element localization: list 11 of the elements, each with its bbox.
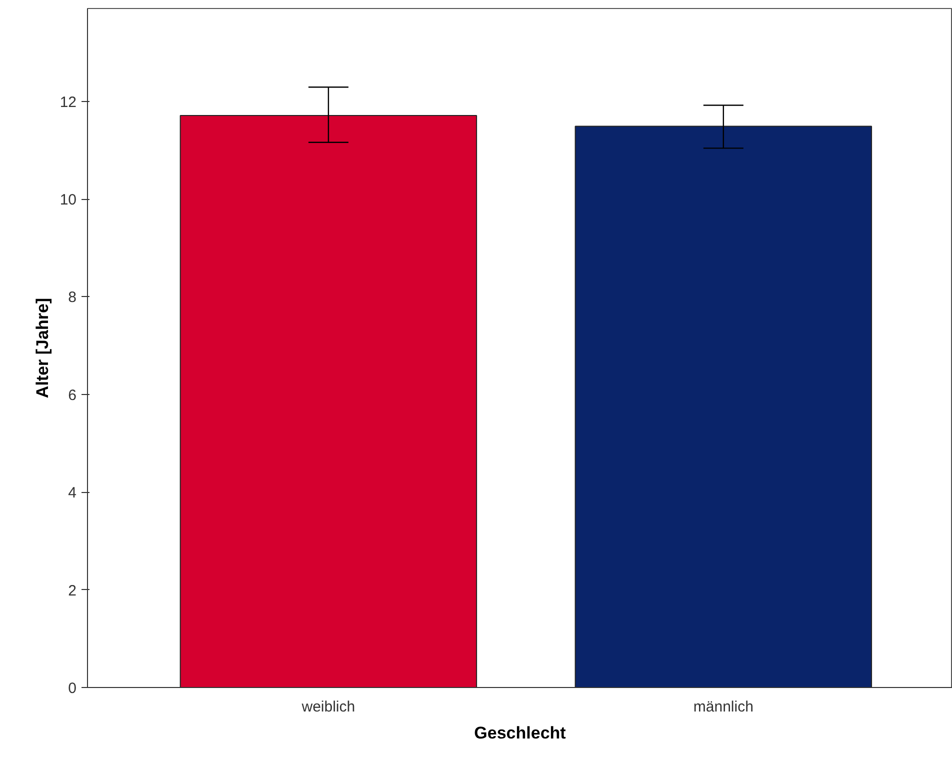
x-tick-label: weiblich: [300, 698, 356, 716]
y-axis-title: Alter [Jahre]: [32, 298, 52, 398]
y-tick-label: 8: [68, 289, 76, 306]
y-tick-label: 12: [60, 94, 77, 111]
x-tick-label: männlich: [693, 698, 754, 716]
y-tick-label: 10: [60, 192, 77, 209]
y-tick-label: 6: [68, 386, 76, 404]
y-tick-label: 4: [68, 484, 76, 502]
x-axis-title: Geschlecht: [474, 724, 566, 742]
y-tick-label: 0: [68, 680, 76, 697]
y-tick-label: 2: [68, 582, 76, 600]
